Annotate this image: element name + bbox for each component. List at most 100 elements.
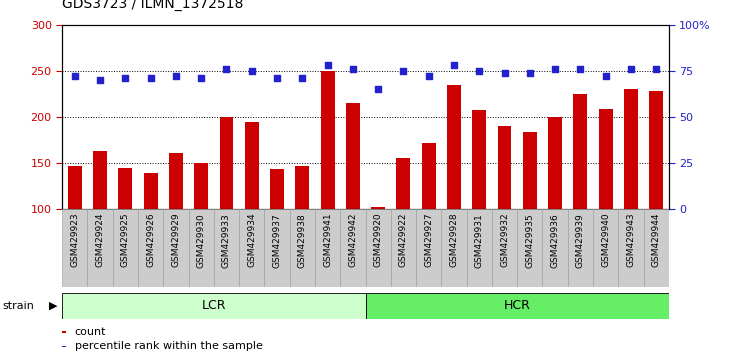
Text: GSM429934: GSM429934 xyxy=(247,213,257,267)
Point xyxy=(322,62,333,68)
Bar xyxy=(62,293,366,319)
Bar xyxy=(542,209,568,287)
Bar xyxy=(593,209,618,287)
Text: percentile rank within the sample: percentile rank within the sample xyxy=(75,342,262,352)
Bar xyxy=(624,89,638,209)
Bar xyxy=(239,209,265,287)
Bar xyxy=(265,209,289,287)
Text: GSM429940: GSM429940 xyxy=(601,213,610,267)
Bar xyxy=(472,110,486,209)
Bar xyxy=(245,122,259,209)
Point xyxy=(195,75,207,81)
Bar xyxy=(518,209,542,287)
Text: GSM429926: GSM429926 xyxy=(146,213,155,267)
Bar xyxy=(649,91,663,209)
Point xyxy=(524,70,536,75)
Bar xyxy=(573,94,587,209)
Bar xyxy=(643,209,669,287)
Point xyxy=(297,75,308,81)
Text: GSM429935: GSM429935 xyxy=(526,213,534,268)
Bar xyxy=(396,158,410,209)
Bar xyxy=(113,209,138,287)
Bar xyxy=(213,209,239,287)
Point xyxy=(246,68,257,74)
Text: ▶: ▶ xyxy=(49,301,58,311)
Text: HCR: HCR xyxy=(504,299,531,312)
Text: GSM429943: GSM429943 xyxy=(626,213,635,267)
Point xyxy=(575,66,586,72)
Bar xyxy=(599,109,613,209)
Text: GSM429922: GSM429922 xyxy=(399,213,408,267)
Text: GSM429933: GSM429933 xyxy=(222,213,231,268)
Bar xyxy=(548,117,562,209)
Bar xyxy=(371,207,385,209)
Point xyxy=(94,77,106,83)
Point xyxy=(347,66,359,72)
Bar xyxy=(189,209,213,287)
Point xyxy=(448,62,460,68)
Text: GSM429936: GSM429936 xyxy=(550,213,560,268)
Point xyxy=(625,66,637,72)
Bar xyxy=(523,132,537,209)
Bar xyxy=(568,209,593,287)
Bar xyxy=(68,166,82,209)
Text: GSM429941: GSM429941 xyxy=(323,213,332,267)
Bar xyxy=(270,169,284,209)
Text: strain: strain xyxy=(2,301,34,311)
Text: GSM429927: GSM429927 xyxy=(424,213,433,267)
Text: GSM429931: GSM429931 xyxy=(474,213,484,268)
Text: GSM429923: GSM429923 xyxy=(70,213,79,267)
Point xyxy=(549,66,561,72)
Text: GDS3723 / ILMN_1372518: GDS3723 / ILMN_1372518 xyxy=(62,0,243,11)
Point xyxy=(423,74,434,79)
Point xyxy=(499,70,510,75)
Text: GSM429938: GSM429938 xyxy=(298,213,307,268)
Text: GSM429920: GSM429920 xyxy=(374,213,382,267)
Bar xyxy=(416,209,442,287)
Text: GSM429930: GSM429930 xyxy=(197,213,205,268)
Bar xyxy=(340,209,366,287)
Bar xyxy=(169,153,183,209)
Text: GSM429924: GSM429924 xyxy=(96,213,105,267)
Text: GSM429928: GSM429928 xyxy=(450,213,458,267)
Point xyxy=(69,74,80,79)
Bar xyxy=(144,173,158,209)
Bar xyxy=(194,163,208,209)
Text: GSM429942: GSM429942 xyxy=(349,213,357,267)
Text: count: count xyxy=(75,327,106,337)
Text: GSM429932: GSM429932 xyxy=(500,213,509,267)
Bar xyxy=(118,169,132,209)
Text: GSM429937: GSM429937 xyxy=(273,213,281,268)
Bar xyxy=(492,209,518,287)
Bar xyxy=(422,143,436,209)
Point xyxy=(119,75,131,81)
Text: GSM429939: GSM429939 xyxy=(576,213,585,268)
Point xyxy=(170,74,182,79)
Bar xyxy=(219,117,233,209)
Bar xyxy=(93,151,107,209)
Bar xyxy=(138,209,163,287)
Bar xyxy=(88,209,113,287)
Bar xyxy=(289,209,315,287)
Point xyxy=(271,75,283,81)
Bar xyxy=(346,103,360,209)
Text: GSM429925: GSM429925 xyxy=(121,213,130,267)
Bar xyxy=(62,209,88,287)
Point xyxy=(372,86,384,92)
Point xyxy=(474,68,485,74)
Bar xyxy=(295,166,309,209)
Bar xyxy=(62,331,66,333)
Bar xyxy=(466,209,492,287)
Text: GSM429944: GSM429944 xyxy=(652,213,661,267)
Bar xyxy=(498,126,512,209)
Bar xyxy=(618,209,643,287)
Bar xyxy=(62,346,66,347)
Bar xyxy=(391,209,416,287)
Bar xyxy=(447,85,461,209)
Bar xyxy=(366,209,391,287)
Bar xyxy=(321,71,335,209)
Bar xyxy=(442,209,466,287)
Point xyxy=(398,68,409,74)
Point xyxy=(651,66,662,72)
Point xyxy=(145,75,156,81)
